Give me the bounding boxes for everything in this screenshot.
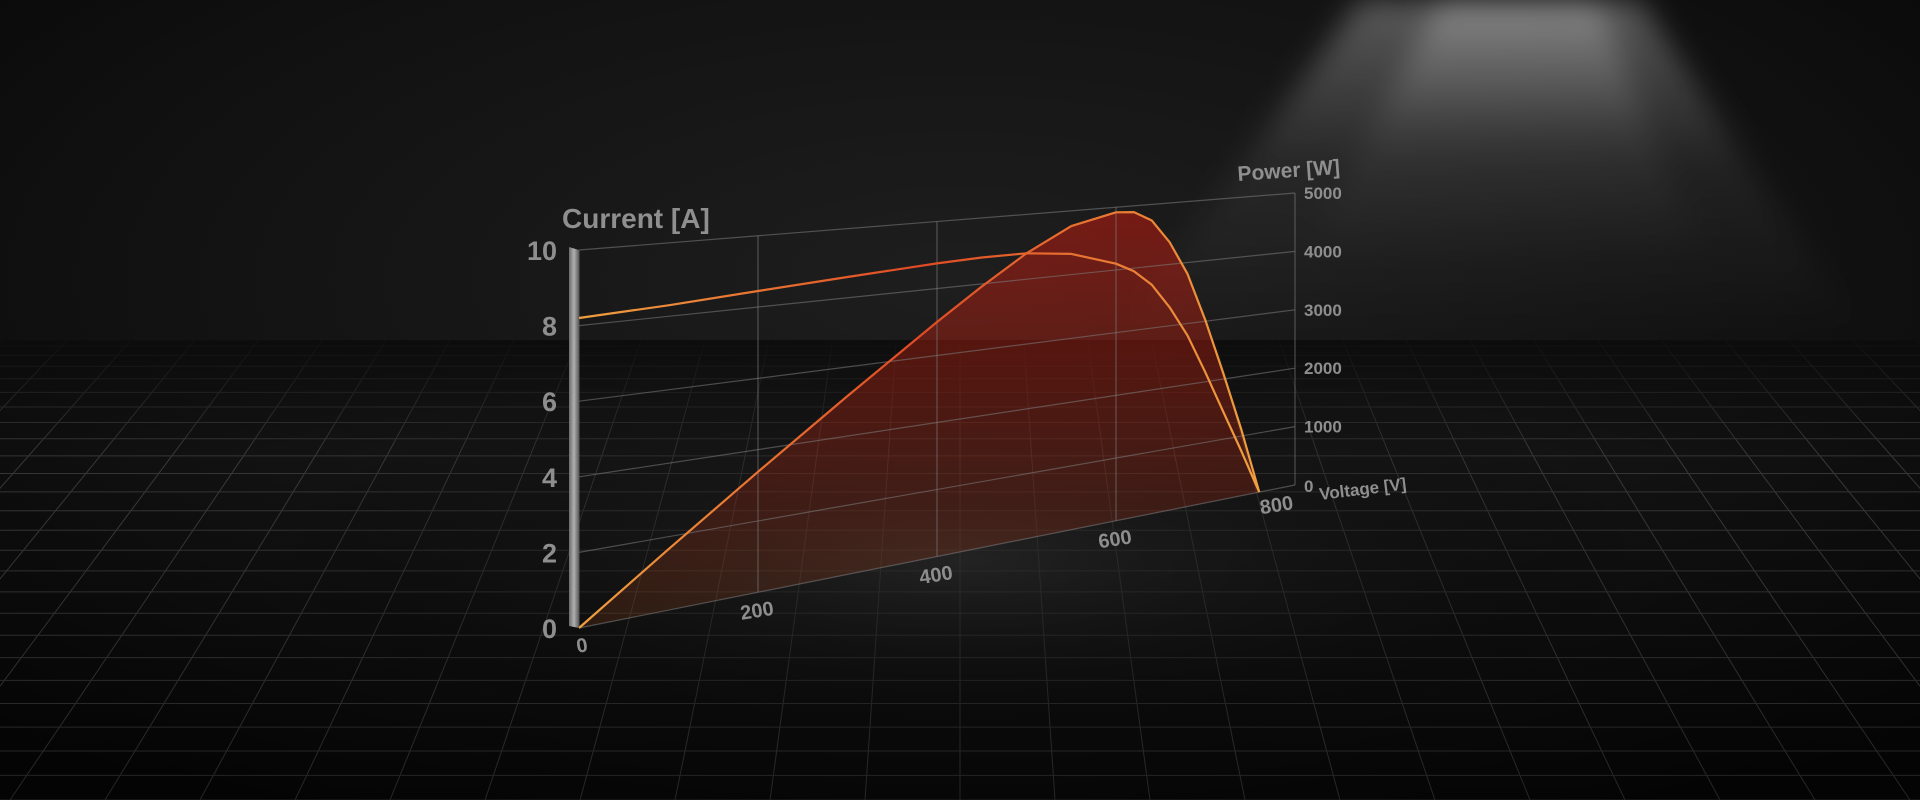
chart-grid (578, 192, 1296, 629)
x-tick-label: 200 (739, 598, 775, 625)
x-tick-label: 400 (918, 562, 954, 589)
y-left-axis-title: Current [A] (562, 203, 710, 234)
tick-labels: 0 2 4 6 8 10 0 1000 2000 3000 4000 5000 0 200 400 600 80… (527, 184, 1342, 658)
x-tick-label: 0 (575, 634, 589, 657)
current-curve (578, 252, 1261, 493)
power-curve (578, 211, 1261, 629)
y-right-tick-label: 4000 (1304, 242, 1342, 261)
x-tick-label: 800 (1258, 492, 1294, 519)
y-right-tick-label: 3000 (1304, 301, 1342, 320)
x-tick-label: 600 (1097, 526, 1133, 553)
y-left-tick-label: 8 (542, 312, 557, 342)
y-right-tick-label: 2000 (1304, 359, 1342, 378)
left-axis-bar (569, 247, 579, 628)
y-left-tick-label: 4 (542, 463, 557, 493)
power-area-fill (579, 212, 1260, 628)
floor-glow (260, 360, 1660, 760)
y-left-tick-label: 10 (527, 236, 557, 266)
y-left-tick-label: 6 (542, 387, 557, 417)
y-left-tick-label: 2 (542, 538, 557, 568)
y-left-tick-label: 0 (542, 614, 557, 644)
series-layer (578, 211, 1261, 629)
light-beam (1120, 0, 1860, 330)
power-area (579, 212, 1260, 628)
y-right-tick-label: 1000 (1304, 418, 1342, 437)
y-right-tick-label: 0 (1304, 477, 1313, 496)
y-right-tick-label: 5000 (1304, 184, 1342, 203)
